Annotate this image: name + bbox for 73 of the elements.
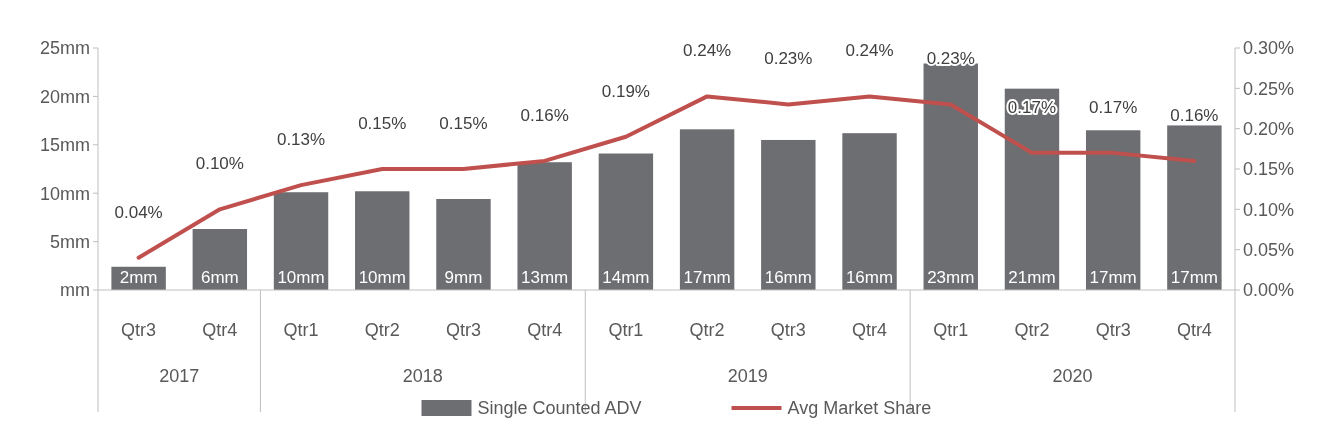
- data-label: 0.24%: [845, 41, 894, 61]
- legend-label: Single Counted ADV: [477, 398, 642, 419]
- x-tick-label: Qtr4: [1176, 320, 1212, 341]
- bar: [517, 162, 572, 290]
- y-tick-label: 10mm: [39, 183, 90, 204]
- data-label: 10mm: [358, 268, 406, 287]
- y2-tick-label: 0.25%: [1243, 78, 1295, 99]
- data-label: 16mm: [764, 268, 812, 287]
- x-tick-label: Qtr2: [364, 320, 400, 341]
- y2-tick-label: 0.00%: [1243, 280, 1295, 301]
- data-label: 0.24%: [683, 41, 732, 61]
- bar: [273, 192, 329, 290]
- data-label: 0.04%: [114, 202, 163, 222]
- legend-label: Avg Market Share: [787, 398, 932, 419]
- data-label: 0.16%: [520, 105, 569, 125]
- data-label: 0.23%: [764, 49, 813, 69]
- y-tick-label: 15mm: [39, 135, 90, 156]
- data-label: 0.23%: [926, 49, 975, 69]
- y-tick-label: 25mm: [39, 38, 90, 59]
- text: 2019: [727, 366, 768, 387]
- x-tick-label: Qtr3: [1095, 320, 1131, 341]
- data-label: 10mm: [277, 268, 325, 287]
- data-label: 23mm: [927, 268, 975, 287]
- data-label: 13mm: [521, 268, 569, 287]
- data-label: 21mm: [1008, 268, 1056, 287]
- x-tick-label: Qtr4: [202, 320, 238, 341]
- data-label: 0.15%: [358, 114, 407, 133]
- bar: [1085, 130, 1141, 290]
- y-tick-label: 5mm: [50, 231, 90, 252]
- data-label: 16mm: [845, 268, 894, 287]
- bar: [192, 229, 248, 290]
- x-tick-label: Qtr2: [1014, 320, 1050, 341]
- y2-tick-label: 0.20%: [1243, 118, 1295, 139]
- data-label: 0.17%: [1089, 97, 1138, 117]
- y-tick-label: mm: [60, 280, 90, 301]
- data-label: 0.16%: [1170, 105, 1219, 125]
- data-label: 0.15%: [439, 114, 488, 133]
- data-label: 0.17%: [1007, 97, 1057, 117]
- data-label: 2mm: [119, 268, 158, 287]
- text: 2018: [402, 366, 443, 387]
- bar: [598, 153, 654, 290]
- x-tick-label: Qtr3: [121, 320, 157, 341]
- y-tick-label: 20mm: [39, 86, 90, 107]
- data-label: 0.19%: [601, 81, 650, 101]
- bar: [355, 191, 410, 290]
- x-tick-label: Qtr3: [770, 320, 806, 341]
- bar: [679, 129, 735, 290]
- y2-tick-label: 0.15%: [1243, 159, 1295, 180]
- x-tick-label: Qtr3: [445, 320, 481, 341]
- y2-tick-label: 0.30%: [1243, 38, 1295, 59]
- text: 2020: [1052, 366, 1093, 387]
- bar: [761, 139, 816, 290]
- data-label: 0.13%: [276, 130, 326, 150]
- bar: [923, 63, 978, 290]
- x-tick-label: Qtr1: [283, 320, 319, 341]
- y2-tick-label: 0.05%: [1243, 239, 1295, 260]
- data-label: 6mm: [200, 268, 239, 287]
- x-tick-label: Qtr4: [527, 320, 563, 341]
- data-label: 17mm: [1089, 268, 1137, 287]
- data-label: 14mm: [602, 268, 650, 287]
- x-tick-label: Qtr4: [852, 320, 888, 341]
- data-label: 17mm: [1170, 268, 1219, 287]
- data-label: 9mm: [444, 268, 483, 287]
- bar: [842, 133, 897, 290]
- data-label: 0.10%: [195, 154, 244, 174]
- text: 2017: [159, 366, 200, 387]
- bar: [1167, 125, 1222, 290]
- data-label: 17mm: [683, 268, 731, 287]
- x-tick-label: Qtr1: [933, 320, 969, 341]
- x-tick-label: Qtr1: [608, 320, 644, 341]
- y2-tick-label: 0.10%: [1243, 199, 1295, 220]
- bar: [436, 199, 491, 290]
- x-tick-label: Qtr2: [689, 320, 725, 341]
